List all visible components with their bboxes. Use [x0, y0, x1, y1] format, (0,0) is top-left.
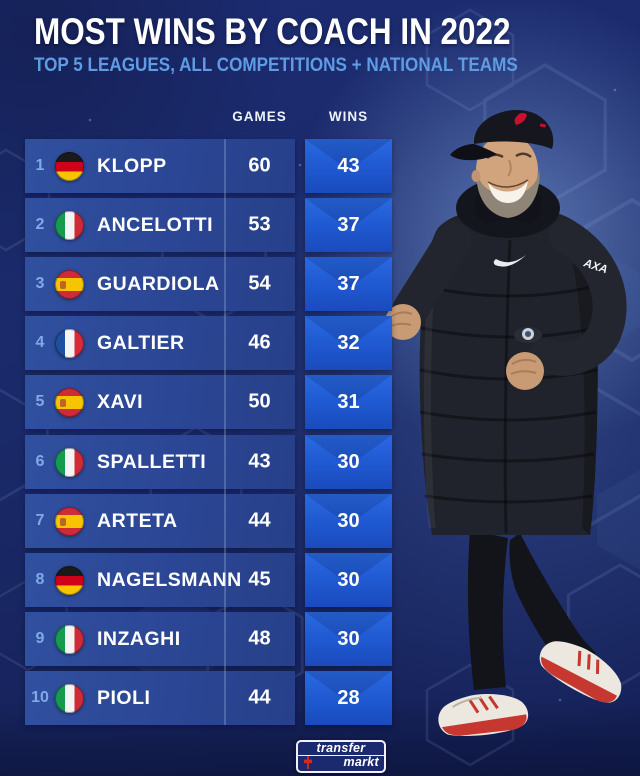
table-row: 5 XAVI 50: [25, 375, 295, 429]
rank-label: 7: [35, 512, 45, 529]
flag-icon: [55, 624, 84, 654]
left-shoe: [438, 694, 529, 736]
cap: [450, 110, 554, 161]
column-divider: [224, 139, 226, 725]
klopp-photo: AXA: [385, 110, 627, 736]
wins-cell: 30: [305, 435, 392, 489]
coach-name: PIOLI: [97, 686, 151, 709]
wins-cell: 30: [305, 553, 392, 607]
table-row: 1 KLOPP 60: [25, 139, 295, 193]
transfermarkt-mascot-icon: [304, 756, 312, 769]
wins-value: 30: [337, 568, 360, 591]
wins-cell: 32: [305, 316, 392, 370]
rank-label: 10: [31, 689, 49, 706]
coach-name: KLOPP: [97, 154, 167, 177]
wins-cell: 30: [305, 612, 392, 666]
flag-icon: [55, 387, 84, 417]
games-value: 44: [248, 509, 271, 532]
transfermarkt-logo: transfer markt: [296, 740, 386, 773]
wins-cell: 37: [305, 257, 392, 311]
rank-label: 2: [35, 216, 45, 233]
coach-name: ANCELOTTI: [97, 213, 214, 236]
coach-name: XAVI: [97, 390, 144, 413]
rank-label: 8: [35, 571, 45, 588]
wins-value: 43: [337, 154, 360, 177]
wins-cell: 37: [305, 198, 392, 252]
games-value: 48: [248, 627, 271, 650]
wins-value: 37: [337, 272, 360, 295]
coach-name: ARTETA: [97, 509, 178, 532]
flag-icon: [55, 447, 84, 477]
table-row: 3 GUARDIOLA 54: [25, 257, 295, 311]
rank-label: 3: [35, 275, 45, 292]
wins-value: 30: [337, 450, 360, 473]
table-row: 9 INZAGHI 48: [25, 612, 295, 666]
coach-name: NAGELSMANN: [97, 568, 242, 591]
wins-value: 28: [337, 686, 360, 709]
flag-icon: [55, 210, 84, 240]
games-value: 50: [248, 390, 271, 413]
rank-label: 1: [35, 157, 45, 174]
table-row: 2 ANCELOTTI 53: [25, 198, 295, 252]
flag-icon: [55, 151, 84, 181]
games-value: 60: [248, 154, 271, 177]
table-row: 10 PIOLI 44: [25, 671, 295, 725]
page-title: MOST WINS BY COACH IN 2022: [34, 11, 511, 52]
games-column-header: GAMES: [232, 109, 287, 124]
right-shoe: [539, 641, 622, 703]
flag-icon: [55, 269, 84, 299]
wins-value: 31: [337, 390, 360, 413]
flag-icon: [55, 565, 84, 595]
flag-icon: [55, 328, 84, 358]
rank-label: 9: [35, 630, 45, 647]
coach-name: GALTIER: [97, 331, 185, 354]
rank-label: 4: [35, 334, 45, 351]
transfermarkt-logo-line1: transfer: [298, 742, 384, 756]
table-row: 4 GALTIER 46: [25, 316, 295, 370]
coach-name: SPALLETTI: [97, 450, 207, 473]
legs: [467, 530, 596, 690]
wins-column-header: WINS: [328, 109, 369, 124]
rank-label: 6: [35, 453, 45, 470]
wins-cell: 31: [305, 375, 392, 429]
games-value: 44: [248, 686, 271, 709]
transfermarkt-logo-line2: markt: [343, 755, 379, 769]
cap-crest-icon: [514, 112, 527, 125]
coach-name: GUARDIOLA: [97, 272, 220, 295]
coach-name: INZAGHI: [97, 627, 181, 650]
games-value: 53: [248, 213, 271, 236]
wins-value: 30: [337, 509, 360, 532]
nike-swoosh-icon: [493, 255, 526, 267]
page-subtitle: TOP 5 LEAGUES, ALL COMPETITIONS + NATION…: [34, 55, 518, 76]
wins-cell: 28: [305, 671, 392, 725]
wins-value: 37: [337, 213, 360, 236]
flag-icon: [55, 506, 84, 536]
wins-value: 32: [337, 331, 360, 354]
wins-cell: 30: [305, 494, 392, 548]
table-row: 6 SPALLETTI 43: [25, 435, 295, 489]
rank-label: 5: [35, 393, 45, 410]
wins-cell: 43: [305, 139, 392, 193]
table-row: 8 NAGELSMANN 45: [25, 553, 295, 607]
puffer-jacket: AXA: [385, 178, 627, 536]
games-value: 43: [248, 450, 271, 473]
table-row: 7 ARTETA 44: [25, 494, 295, 548]
games-value: 54: [248, 272, 271, 295]
wins-value: 30: [337, 627, 360, 650]
flag-icon: [55, 683, 84, 713]
games-value: 45: [248, 568, 271, 591]
games-value: 46: [248, 331, 271, 354]
